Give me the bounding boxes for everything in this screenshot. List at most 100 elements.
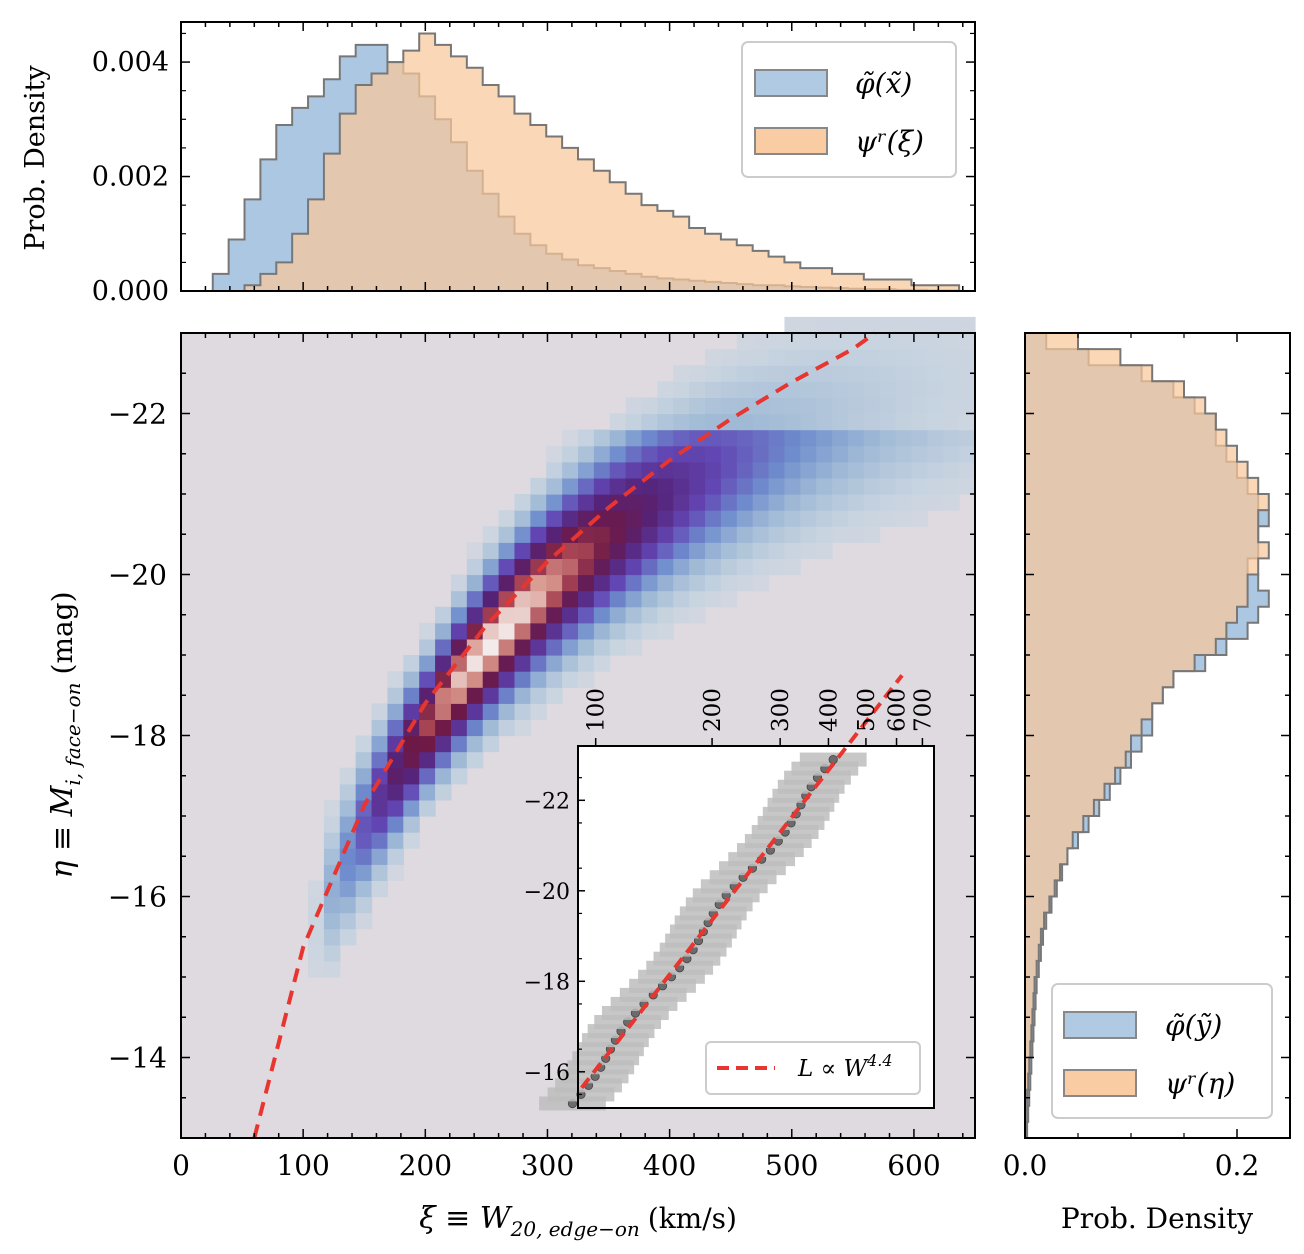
heatmap-cell [768,461,786,479]
heatmap-cell [752,429,770,447]
heatmap-cell [419,719,436,737]
inset-top-tick-label: 600 [885,688,911,732]
heatmap-cell [959,445,976,463]
heatmap-cell [959,365,976,382]
heatmap-cell [736,365,754,382]
heatmap-cell [816,365,833,382]
right-legend-label-psi: ψʳ(η) [1165,1067,1235,1100]
heatmap-cell [355,912,373,930]
heatmap-cell [816,445,833,463]
heatmap-cell [847,526,865,543]
heatmap-cell [323,960,341,978]
heatmap-cell [847,349,865,366]
heatmap-cell [705,590,722,608]
heatmap-cell [911,477,928,495]
heatmap-cell [625,606,643,624]
heatmap-cell [959,316,976,334]
heatmap-cell [641,397,658,415]
heatmap-cell [736,461,754,479]
heatmap-cell [895,333,913,350]
heatmap-cell [816,316,833,334]
heatmap-cell [323,816,341,833]
heatmap-cell [784,333,801,350]
heatmap-cell [705,349,722,366]
top-y-tick-label: 0.002 [92,162,169,193]
heatmap-cell [609,574,627,592]
heatmap-cell [720,542,738,559]
heatmap-cell [403,783,420,801]
main-y-tick-label: −14 [108,1042,167,1075]
heatmap-cell [959,397,976,415]
heatmap-cell [673,526,690,543]
heatmap-cell [530,558,547,576]
heatmap-cell [689,445,706,463]
heatmap-cell [784,349,801,366]
heatmap-cell [879,349,897,366]
heatmap-cell [816,429,833,447]
heatmap-cell [641,542,658,559]
heatmap-cell [514,494,531,511]
heatmap-cell [371,880,389,898]
heatmap-cell [593,558,611,576]
heatmap-cell [450,622,468,640]
top-legend-label-psi: ψʳ(ξ) [855,125,924,158]
heatmap-cell [657,606,674,624]
heatmap-cell [419,687,436,704]
heatmap-cell [895,413,913,431]
main-y-tick-label: −20 [108,559,167,592]
heatmap-cell [387,751,404,769]
heatmap-cell [879,365,897,382]
heatmap-cell [546,655,563,672]
main-x-tick-label: 100 [276,1149,329,1182]
heatmap-cell [625,461,643,479]
heatmap-cell [641,606,658,624]
heatmap-cell [355,735,373,753]
heatmap-cell [959,429,976,447]
heatmap-cell [339,912,357,930]
heatmap-cell [355,783,373,801]
heatmap-cell [657,413,674,431]
heatmap-cell [562,655,579,672]
heatmap-cell [482,655,500,672]
heatmap-cell [498,638,516,656]
heatmap-cell [514,687,531,704]
heatmap-cell [466,703,484,720]
heatmap-cell [323,944,341,962]
heatmap-cell [736,526,754,543]
inset-top-tick-label: 100 [584,688,610,732]
heatmap-cell [657,429,674,447]
heatmap-cell [720,558,738,576]
heatmap-cell [911,349,928,366]
heatmap-cell [800,477,817,495]
right-xlabel: Prob. Density [1061,1202,1253,1235]
heatmap-cell [530,703,547,720]
inset-y-tick-label: −16 [524,1061,570,1086]
heatmap-cell [546,526,563,543]
fit-relation-line [252,331,877,1139]
heatmap-cell [609,590,627,608]
heatmap-cell [387,799,404,817]
heatmap-cell [784,461,801,479]
right-x-tick-label: 0.2 [1215,1149,1260,1182]
heatmap-cell [657,381,674,398]
heatmap-cell [498,622,516,640]
heatmap-cell [593,638,611,656]
heatmap-cell [498,510,516,527]
top-marginal-panel: 0.000 0.002 0.004 Prob. Density φ̃(x̃) ψʳ(… [20,21,976,307]
heatmap-cell [498,719,516,737]
heatmap-cell [308,944,325,962]
heatmap-cell [450,703,468,720]
heatmap-cell [593,445,611,463]
heatmap-cell [863,397,881,415]
main-ticks: 0 100 200 300 400 500 600−22−20−18−16−14 [108,332,975,1182]
heatmap-cell [816,349,833,366]
heatmap-cell [466,671,484,688]
heatmap-cell [323,832,341,849]
heatmap-cell [387,783,404,801]
heatmap-cell [911,445,928,463]
heatmap-cell [673,574,690,592]
heatmap-cell [641,622,658,640]
heatmap-cell [832,461,849,479]
heatmap-cell [450,735,468,753]
main-x-tick-label: 400 [643,1149,696,1182]
